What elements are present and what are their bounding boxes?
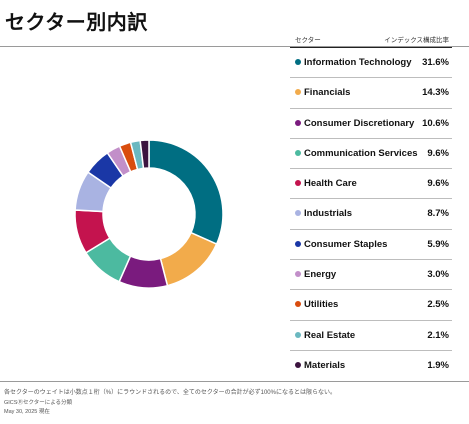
sector-row: Communication Services 9.6% (290, 139, 452, 170)
legend-swatch (295, 59, 301, 65)
sector-donut-chart (74, 139, 224, 289)
sector-name: Industrials (304, 208, 353, 220)
sector-name: Utilities (304, 299, 339, 311)
legend-swatch (295, 149, 301, 156)
legend-swatch (295, 89, 301, 96)
legend-swatch (295, 240, 301, 247)
sector-column-header: セクター (295, 37, 321, 44)
sector-name: Materials (304, 359, 346, 371)
sector-table-body: Information Technology 31.6% Financials 14.… (290, 48, 452, 380)
sector-weight: 9.6% (427, 147, 449, 159)
sector-weight: 10.6% (422, 117, 449, 129)
sector-row: Consumer Staples 5.9% (290, 230, 452, 261)
sector-name: Health Care (304, 178, 357, 190)
sector-table: セクター インデックス構成比率 Information Technology 31… (290, 30, 452, 380)
sector-name: Real Estate (304, 329, 356, 341)
footnotes: 各セクターのウェイトは小数点１桁（%）にラウンドされるので、全てのセクターの合計… (4, 389, 336, 418)
sector-row: Industrials 8.7% (290, 199, 452, 230)
legend-swatch (295, 331, 301, 338)
sector-row: Consumer Discretionary 10.6% (290, 109, 452, 139)
legend-swatch (295, 271, 301, 278)
sector-weight: 8.7% (427, 208, 449, 220)
sector-name: Information Technology (304, 57, 412, 68)
sector-weight: 14.3% (422, 87, 449, 99)
sector-row: Information Technology 31.6% (290, 48, 452, 79)
sector-row: Financials 14.3% (290, 78, 452, 109)
sector-row: Energy 3.0% (290, 260, 452, 291)
sector-name: Communication Services (304, 147, 418, 159)
sector-row: Materials 1.9% (290, 351, 452, 380)
sector-name: Consumer Discretionary (304, 117, 415, 129)
as-of-date: May 30, 2025 現在 (4, 409, 50, 415)
classification-note: GICSⓇセクターによる分類 (4, 399, 73, 406)
sector-row: Utilities 2.5% (290, 290, 452, 321)
legend-swatch (295, 180, 301, 187)
sector-table-header: セクター インデックス構成比率 (290, 30, 452, 48)
page-title: セクター別内訳 (5, 12, 148, 34)
bottom-divider (0, 381, 469, 382)
sector-row: Real Estate 2.1% (290, 321, 452, 351)
donut-slice (159, 231, 218, 287)
donut-slice (148, 139, 224, 246)
legend-swatch (295, 210, 301, 217)
legend-swatch (295, 361, 301, 368)
sector-weight: 1.9% (427, 359, 449, 371)
sector-row: Health Care 9.6% (290, 169, 452, 200)
sector-weight: 2.1% (427, 329, 449, 341)
weight-column-header: インデックス構成比率 (384, 37, 449, 44)
rounding-note: 各セクターのウェイトは小数点１桁（%）にラウンドされるので、全てのセクターの合計… (4, 390, 336, 396)
sector-weight: 9.6% (427, 178, 449, 190)
legend-swatch (295, 119, 301, 126)
sector-name: Consumer Staples (304, 238, 388, 250)
sector-weight: 31.6% (422, 57, 449, 68)
sector-name: Financials (304, 87, 351, 99)
sector-weight: 2.5% (427, 299, 449, 311)
sector-weight: 5.9% (427, 238, 449, 250)
sector-name: Energy (304, 269, 337, 281)
top-divider (0, 46, 469, 47)
donut-slice (139, 139, 150, 170)
sector-weight: 3.0% (427, 269, 449, 281)
legend-swatch (295, 301, 301, 308)
